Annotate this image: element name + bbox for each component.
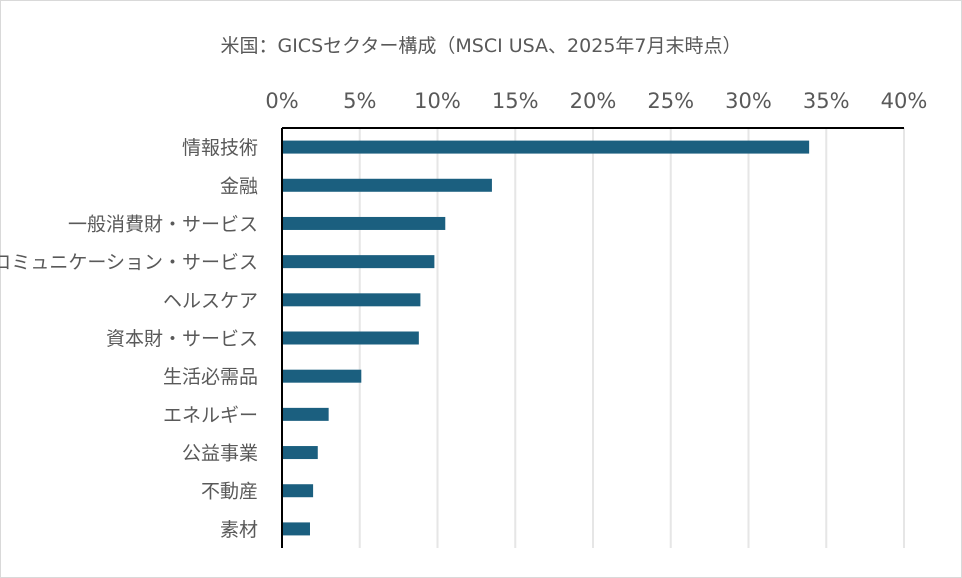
- category-label: 公益事業: [182, 443, 258, 465]
- bar: [282, 407, 329, 421]
- category-label: コミュニケーション・サービス: [0, 252, 258, 274]
- x-tick-label: 30%: [725, 89, 772, 113]
- x-tick-label: 10%: [414, 89, 461, 113]
- bar: [282, 255, 435, 269]
- bar: [282, 140, 810, 154]
- category-label: 不動産: [201, 481, 258, 503]
- category-label: 金融: [220, 175, 258, 197]
- category-label: 情報技術: [182, 137, 258, 159]
- bar: [282, 484, 314, 498]
- bar: [282, 522, 310, 536]
- category-label: エネルギー: [163, 404, 258, 426]
- x-tick-label: 35%: [803, 89, 850, 113]
- x-tick-label: 20%: [570, 89, 617, 113]
- category-label: 生活必需品: [163, 366, 258, 388]
- x-tick-label: 15%: [492, 89, 539, 113]
- x-tick-label: 25%: [647, 89, 694, 113]
- bar: [282, 331, 419, 345]
- chart-title: 米国：GICSセクター構成（MSCI USA、2025年7月末時点）: [220, 35, 741, 57]
- category-label: 資本財・サービス: [106, 328, 258, 350]
- x-tick-label: 0%: [265, 89, 298, 113]
- bar: [282, 178, 492, 192]
- category-label: 素材: [220, 519, 258, 541]
- category-label: 一般消費財・サービス: [68, 213, 258, 235]
- category-label: ヘルスケア: [163, 290, 258, 312]
- x-tick-label: 40%: [881, 89, 928, 113]
- bar: [282, 446, 318, 460]
- bar: [282, 293, 421, 307]
- x-tick-label: 5%: [343, 89, 376, 113]
- bar: [282, 216, 446, 230]
- bar: [282, 369, 362, 383]
